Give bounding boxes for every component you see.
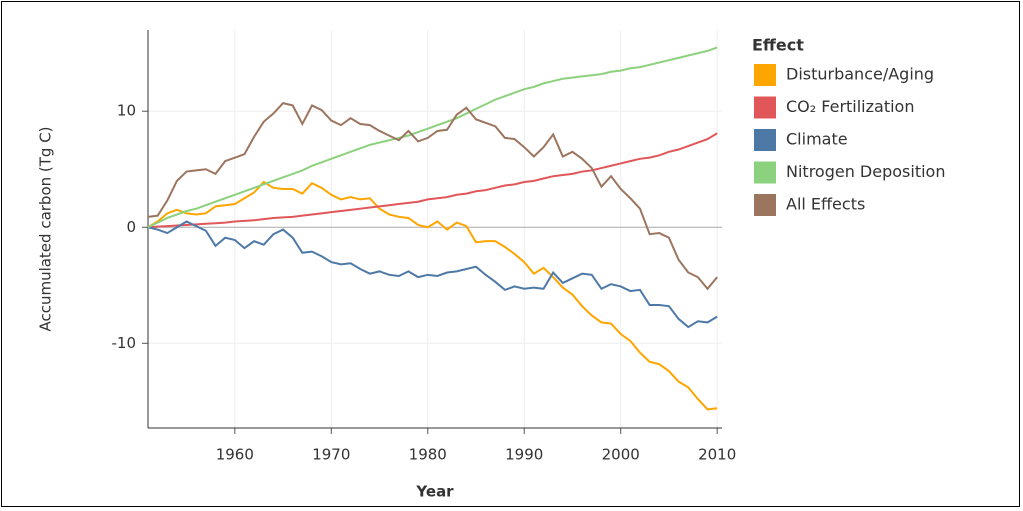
- legend-label: Climate: [786, 130, 848, 149]
- legend-label: Disturbance/Aging: [786, 65, 934, 84]
- legend-swatch: [754, 96, 776, 119]
- legend-label: CO₂ Fertilization: [786, 97, 914, 116]
- legend-swatch: [754, 64, 776, 86]
- x-tick-label: 1990: [505, 446, 543, 464]
- x-tick-label: 1970: [312, 446, 350, 464]
- legend-swatch: [754, 161, 776, 184]
- legend-swatch: [754, 129, 776, 151]
- series-line: [147, 46, 718, 229]
- x-axis-label: Year: [415, 483, 454, 501]
- series-line: [147, 220, 718, 329]
- series-line: [147, 101, 718, 291]
- y-tick-label: -10: [112, 334, 137, 352]
- series-line: [147, 180, 718, 411]
- y-tick-label: 10: [117, 102, 136, 120]
- legend-label: Nitrogen Deposition: [786, 162, 945, 181]
- legend-label: All Effects: [786, 195, 865, 214]
- x-tick-label: 1960: [216, 446, 254, 464]
- x-tick-label: 2000: [602, 446, 640, 464]
- y-axis-label: Accumulated carbon (Tg C): [37, 126, 55, 331]
- legend-swatch: [754, 194, 776, 216]
- legend-title: Effect: [752, 36, 804, 55]
- series-line: [147, 132, 718, 229]
- y-tick-label: 0: [126, 218, 136, 236]
- legend: Disturbance/Aging CO₂ Fertilization Climat…: [754, 64, 945, 216]
- x-tick-label: 2010: [698, 446, 736, 464]
- x-tick-label: 1980: [409, 446, 447, 464]
